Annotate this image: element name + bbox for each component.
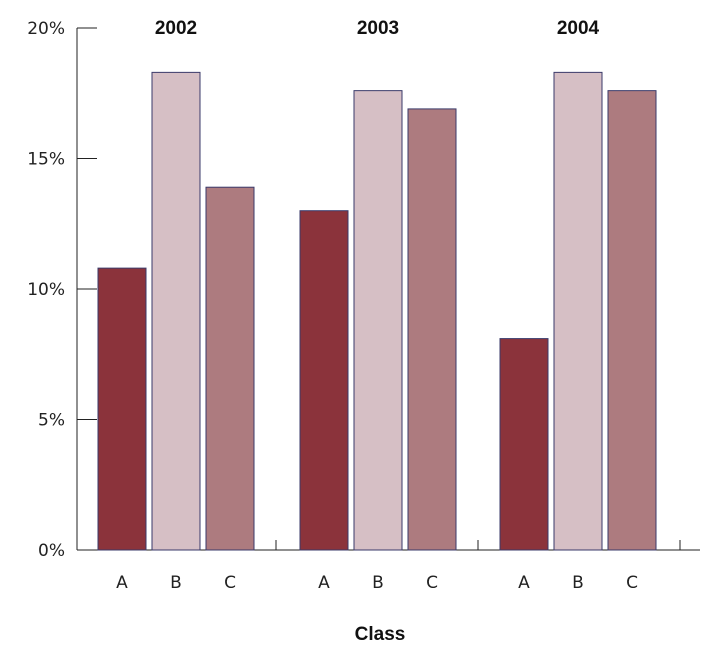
y-tick-label: 15%: [27, 150, 65, 170]
labels: 0% 5% 10% 15% 20% A B C 2002 A B C 2003 A B C 2004: [27, 18, 638, 593]
bar-2003-B: [353, 90, 403, 551]
bar-2004-A: [499, 338, 549, 551]
category-label: B: [372, 573, 384, 593]
bars: [97, 71, 657, 551]
category-label: C: [224, 573, 236, 593]
category-label: A: [318, 573, 330, 593]
group-label: 2004: [557, 18, 600, 39]
group-label: 2002: [155, 18, 197, 39]
category-label: C: [626, 573, 638, 593]
y-tick-label: 20%: [27, 19, 65, 39]
bar-2004-C: [607, 90, 657, 551]
category-label: B: [170, 573, 182, 593]
x-axis-title: Class: [355, 624, 406, 645]
bar-2004-B: [553, 71, 603, 551]
group-label: 2003: [357, 18, 399, 39]
y-tick-label: 5%: [38, 411, 65, 431]
bar-2002-B: [151, 71, 201, 551]
bar-2003-A: [299, 210, 349, 551]
y-tick-label: 10%: [27, 280, 65, 300]
category-label: A: [116, 573, 128, 593]
category-label: B: [572, 573, 584, 593]
category-label: A: [518, 573, 530, 593]
y-tick-label: 0%: [38, 541, 65, 561]
bar-2002-C: [205, 186, 255, 551]
bar-2002-A: [97, 267, 147, 551]
bar-2003-C: [407, 108, 457, 551]
category-label: C: [426, 573, 438, 593]
